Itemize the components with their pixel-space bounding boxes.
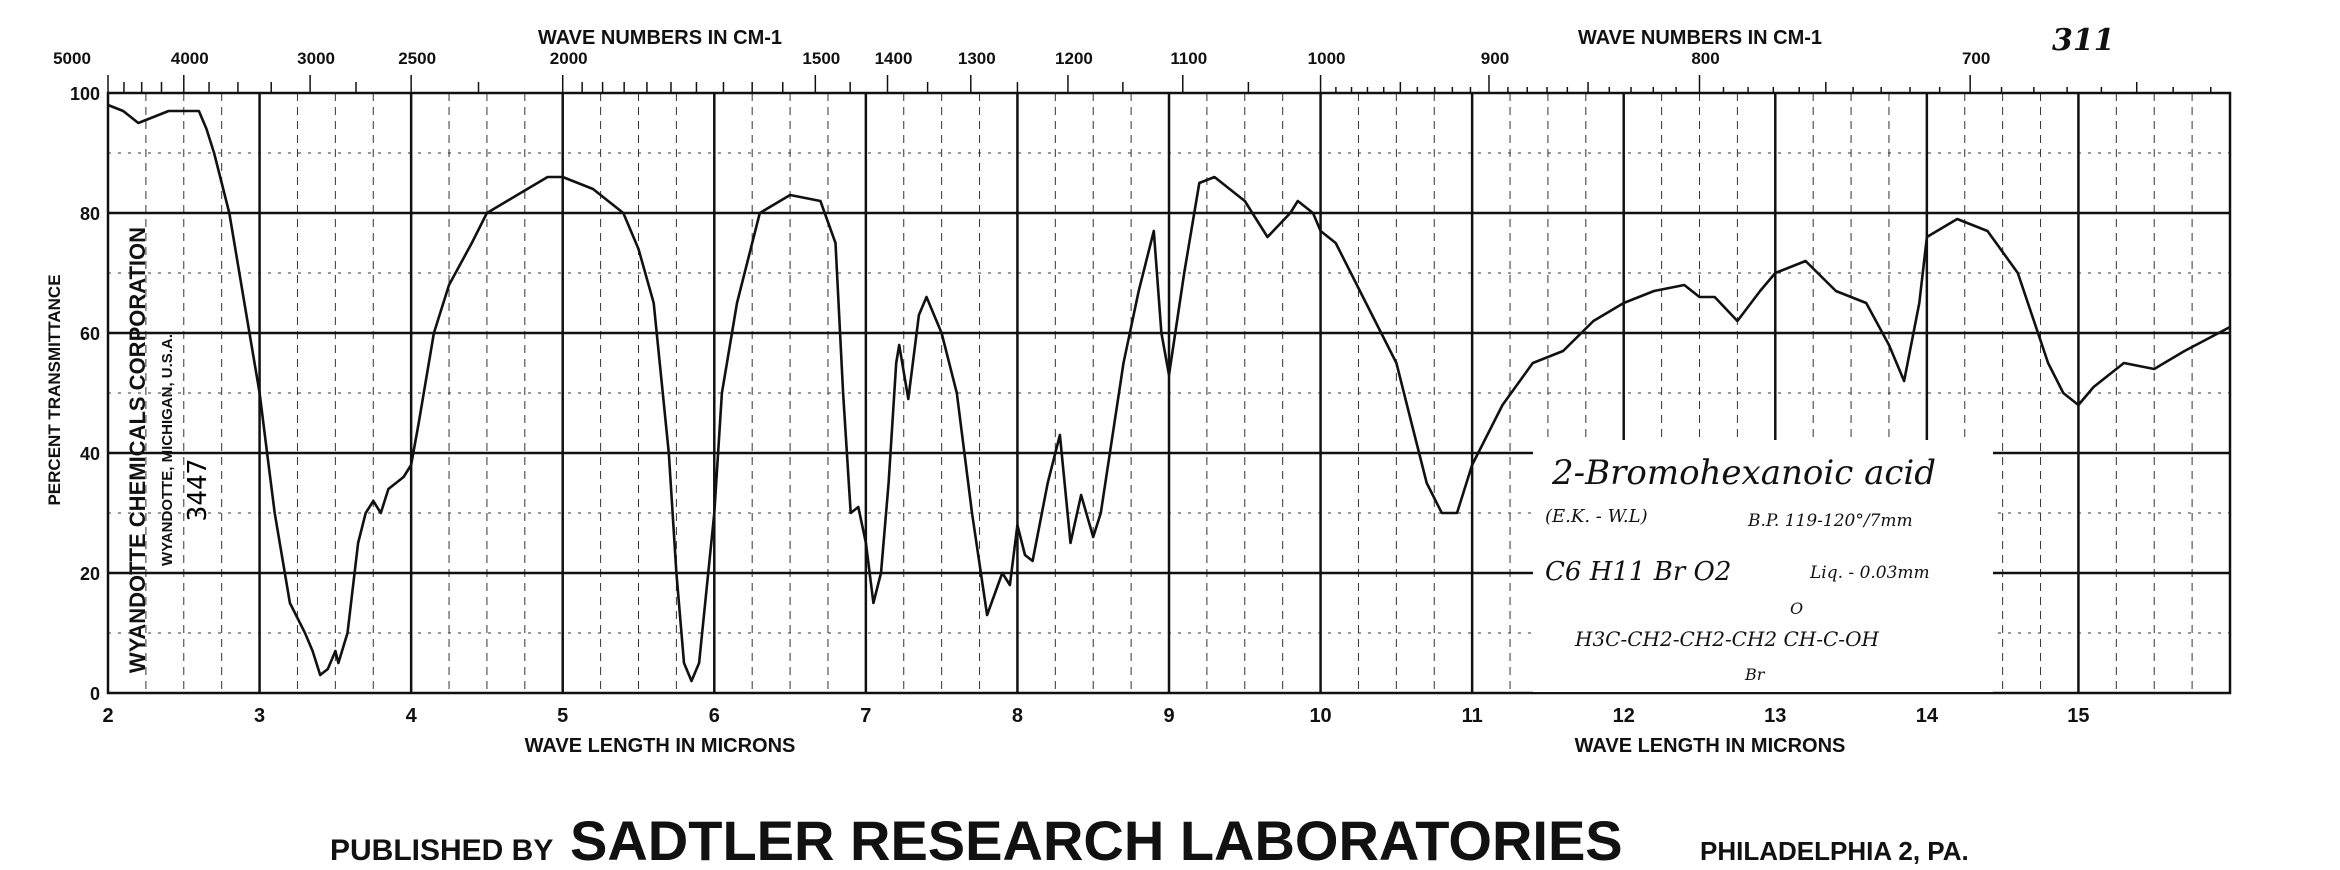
x-tick-label: 8 [1012, 705, 1023, 727]
x-tick-label: 15 [2067, 705, 2089, 727]
wavenumber-tick-label: 1300 [958, 49, 996, 68]
stamp-number: 3447 [183, 459, 213, 522]
annotation-box [1533, 440, 1993, 692]
x-axis-title-right: WAVE LENGTH IN MICRONS [1575, 735, 1846, 757]
published-by: PUBLISHED BY [330, 834, 553, 867]
x-tick-label: 7 [860, 705, 871, 727]
x-axis-title-left: WAVE LENGTH IN MICRONS [525, 735, 796, 757]
wavenumber-tick-label: 900 [1481, 49, 1509, 68]
x-tick-label: 3 [254, 705, 265, 727]
spectrum-line [107, 103, 2231, 683]
wavenumber-tick-label: 2500 [398, 49, 436, 68]
wavenumber-tick-label: 2000 [550, 49, 588, 68]
wavenumber-tick-label: 1000 [1308, 49, 1346, 68]
bromine-substituent: Br [1744, 665, 1766, 684]
sheet-number: 311 [2052, 23, 2115, 58]
carbonyl-oxygen: O [1790, 599, 1803, 618]
stamp-location: WYANDOTTE, MICHIGAN, U.S.A. [159, 334, 176, 566]
top-axis-title-right: WAVE NUMBERS IN CM-1 [1578, 27, 1822, 49]
wavenumber-tick-label: 800 [1691, 49, 1719, 68]
structural-formula: H3C-CH2-CH2-CH2 CH-C-OH [1574, 627, 1879, 651]
compound-name: 2-Bromohexanoic acid [1551, 453, 1936, 493]
wavenumber-tick-label: 3000 [297, 49, 335, 68]
grid [106, 91, 2232, 695]
tick-labels: 2 3 4 5 6 7 8 9 10 11 12 13 14 15 0 20 40 60 80 100 5000 4000… [53, 49, 2089, 727]
y-tick-label: 100 [70, 84, 100, 104]
top-axis-title-left: WAVE NUMBERS IN CM-1 [538, 27, 782, 49]
wavenumber-tick-label: 5000 [53, 49, 91, 68]
x-tick-label: 5 [557, 705, 568, 727]
publisher-name: SADTLER RESEARCH LABORATORIES [570, 809, 1623, 870]
y-tick-label: 40 [80, 444, 100, 464]
stamp-company: WYANDOTTE CHEMICALS CORPORATION [125, 227, 150, 673]
wavenumber-tick-label: 1100 [1170, 49, 1207, 68]
wavenumber-tick-label: 1500 [802, 49, 840, 68]
x-tick-label: 14 [1916, 705, 1939, 727]
publisher-city: PHILADELPHIA 2, PA. [1700, 836, 1969, 866]
boiling-point: B.P. 119-120°/7mm [1747, 511, 1913, 531]
plot-frame [106, 91, 2232, 695]
wavenumber-tick-label: 4000 [171, 49, 209, 68]
x-tick-label: 6 [709, 705, 720, 727]
y-tick-label: 0 [90, 684, 100, 704]
sample-annotation: 2-Bromohexanoic acid (E.K. - W.L) B.P. 1… [1533, 440, 1993, 692]
axis-ticks [107, 75, 2212, 93]
wavenumber-tick-label: 700 [1962, 49, 1990, 68]
publisher-footer: PUBLISHED BY SADTLER RESEARCH LABORATORI… [330, 809, 1969, 870]
x-tick-label: 4 [406, 705, 418, 727]
x-tick-label: 11 [1462, 705, 1483, 727]
x-tick-label: 2 [102, 705, 113, 727]
initials: (E.K. - W.L) [1545, 506, 1648, 527]
wyandotte-stamp: WYANDOTTE CHEMICALS CORPORATION WYANDOTT… [125, 227, 213, 673]
y-tick-label: 80 [80, 204, 100, 224]
wavenumber-tick-label: 1400 [875, 49, 913, 68]
sample-thickness: Liq. - 0.03mm [1809, 563, 1930, 583]
x-tick-label: 10 [1309, 705, 1331, 727]
x-tick-label: 9 [1163, 705, 1174, 727]
molecular-formula: C6 H11 Br O2 [1545, 557, 1731, 587]
y-axis-title: PERCENT TRANSMITTANCE [45, 274, 64, 505]
y-tick-label: 20 [80, 564, 100, 584]
x-tick-label: 12 [1613, 705, 1635, 727]
y-tick-label: 60 [80, 324, 100, 344]
x-tick-label: 13 [1764, 705, 1786, 727]
wavenumber-tick-label: 1200 [1055, 49, 1093, 68]
